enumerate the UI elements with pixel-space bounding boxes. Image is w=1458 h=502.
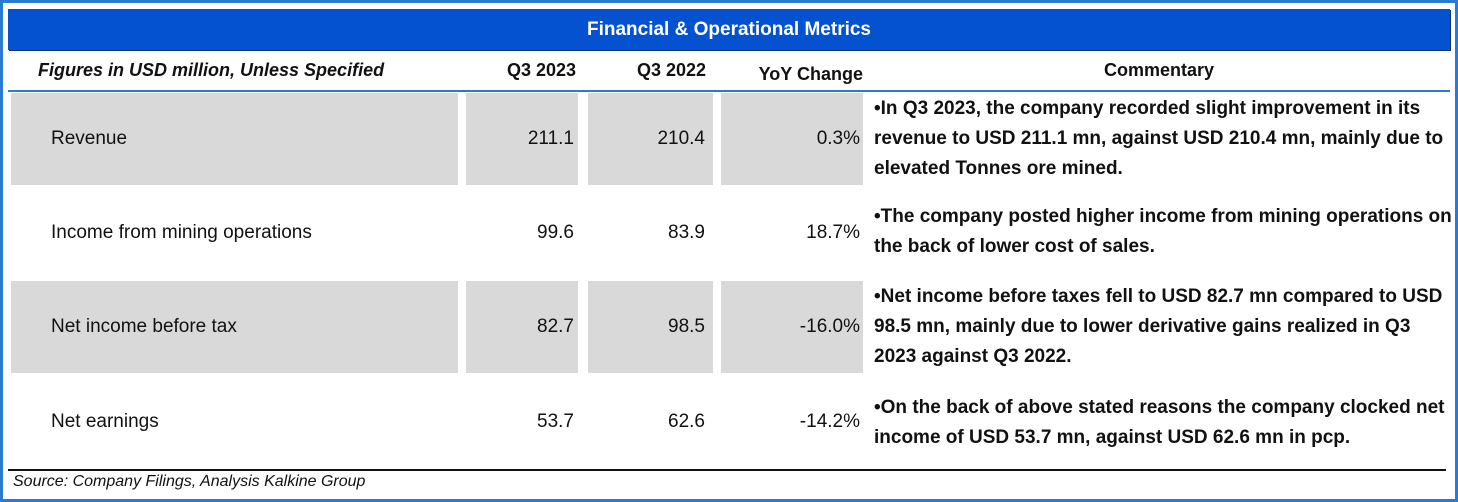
header-q3-2022: Q3 2022 [636, 59, 706, 80]
value-yoy-change: -14.2% [799, 410, 860, 432]
table-row: Net earnings 53.7 62.6 -14.2% •On the ba… [8, 375, 1450, 468]
row-commentary: •The company posted higher income from m… [874, 206, 1452, 257]
row-label: Income from mining operations [51, 222, 312, 243]
value-yoy-change: -16.0% [721, 281, 863, 373]
value-q3-2023: 99.6 [537, 222, 574, 243]
value-yoy-change: 18.7% [806, 222, 860, 243]
row-commentary: •In Q3 2023, the company recorded slight… [874, 98, 1444, 179]
value-q3-2023: 211.1 [466, 93, 578, 185]
table-row: Net income before tax 82.7 98.5 -16.0% •… [8, 281, 1450, 373]
table-header-row: Figures in USD million, Unless Specified… [8, 50, 1450, 92]
row-label: Revenue [11, 93, 458, 185]
row-commentary: •On the back of above stated reasons the… [874, 397, 1445, 448]
table-title: Financial & Operational Metrics [8, 9, 1450, 50]
header-commentary: Commentary [1103, 59, 1215, 80]
value-q3-2023: 53.7 [537, 410, 574, 432]
footer-divider [8, 469, 1446, 471]
table-row: Revenue 211.1 210.4 0.3% •In Q3 2023, th… [8, 93, 1450, 185]
value-q3-2023: 82.7 [466, 281, 578, 373]
header-metric: Figures in USD million, Unless Specified [38, 59, 385, 80]
row-commentary: •Net income before taxes fell to USD 82.… [874, 286, 1443, 367]
value-q3-2022: 62.6 [668, 410, 705, 432]
header-yoy-change: YoY Change [758, 63, 863, 84]
header-q3-2023: Q3 2023 [506, 59, 576, 80]
source-note: Source: Company Filings, Analysis Kalkin… [13, 473, 366, 490]
value-q3-2022: 210.4 [588, 93, 713, 185]
value-q3-2022: 83.9 [668, 222, 705, 243]
value-yoy-change: 0.3% [721, 93, 863, 185]
value-q3-2022: 98.5 [588, 281, 713, 373]
row-label: Net income before tax [11, 281, 458, 373]
row-label: Net earnings [51, 410, 159, 432]
table-row: Income from mining operations 99.6 83.9 … [8, 188, 1452, 278]
